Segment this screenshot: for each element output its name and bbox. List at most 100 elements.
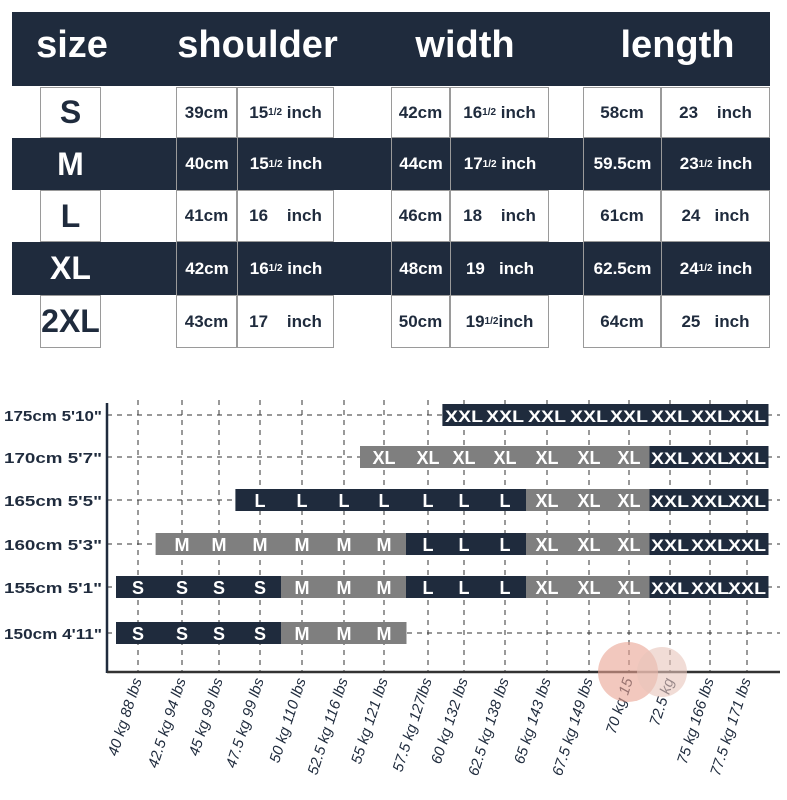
size-cell-l xyxy=(364,489,407,511)
unit: inch xyxy=(482,206,536,225)
size-label: XL xyxy=(617,491,640,511)
size-cell-m xyxy=(281,533,324,555)
cell-shoulder-cm: 43cm xyxy=(176,295,237,348)
weight-label: 45 kg 99 lbs xyxy=(186,676,227,759)
size-label: L xyxy=(255,491,266,511)
size-cell-xxl xyxy=(609,404,650,426)
size-label: S xyxy=(176,624,188,644)
cell-length-cm: 61cm xyxy=(583,190,661,242)
size-cell-xl xyxy=(360,446,407,468)
unit: inch xyxy=(282,154,323,173)
size-label: S xyxy=(254,624,266,644)
size-cell-xl xyxy=(406,446,447,468)
size-label: L xyxy=(500,535,511,555)
cell-shoulder-in: 16 inch xyxy=(237,190,334,242)
size-label: L xyxy=(423,535,434,555)
size-cell-xl xyxy=(568,446,610,468)
weight-label: 62.5 kg 138 lbs xyxy=(465,676,513,778)
cell-length-in: 24 1/2 inch xyxy=(661,242,770,295)
header-band xyxy=(12,12,770,86)
cell-shoulder-cm: 42cm xyxy=(176,242,237,295)
size-label: XL xyxy=(535,535,558,555)
size-cell-xl xyxy=(526,576,569,598)
size-cell-xxl xyxy=(568,404,610,426)
size-cell-xl xyxy=(609,446,650,468)
size-label: XXL xyxy=(728,407,766,426)
size-cell-l xyxy=(323,489,365,511)
unit: inch xyxy=(712,258,753,278)
size-cell-xl xyxy=(484,446,527,468)
size-label: L xyxy=(423,491,434,511)
size-cell-m xyxy=(239,533,282,555)
size-label: XL xyxy=(577,491,600,511)
size-label: M xyxy=(295,535,310,555)
size-cell-xl xyxy=(609,576,650,598)
size-cell-s xyxy=(116,576,161,598)
cell-value: 23 xyxy=(679,102,699,122)
unit: inch xyxy=(700,206,750,225)
size-cell-xxl xyxy=(728,446,769,468)
cell-value: 17 xyxy=(463,154,483,173)
size-cell-xxl xyxy=(728,533,769,555)
size-cell-s xyxy=(200,622,240,644)
cell-value: 15 xyxy=(249,102,269,122)
size-cell-l xyxy=(446,533,485,555)
size-cell-s xyxy=(160,622,201,644)
size-cell-xxl xyxy=(690,576,729,598)
size-label: M xyxy=(175,535,190,555)
cell-value: 59.5cm xyxy=(593,154,652,173)
cell-value: 42cm xyxy=(185,258,229,278)
cell-length-in: 23 1/2 inch xyxy=(661,138,770,190)
weight-label: 40 kg 88 lbs xyxy=(105,676,146,759)
cell-length-in: 23 inch xyxy=(661,87,770,138)
cell-length-cm: 59.5cm xyxy=(583,138,661,190)
size-cell-m xyxy=(155,533,201,555)
size-label: L xyxy=(459,491,470,511)
size-cell-xxl xyxy=(728,404,769,426)
unit: inch xyxy=(700,311,750,331)
size-cell-xxl xyxy=(649,446,691,468)
size-label: XXL xyxy=(691,492,729,511)
size-cell-xl xyxy=(568,576,610,598)
weight-label: 52.5 kg 116 lbs xyxy=(305,676,352,777)
size-cell-l xyxy=(446,489,485,511)
cell-value: 24 xyxy=(681,206,701,225)
size-cell-l xyxy=(406,576,447,598)
size-label: M xyxy=(377,535,392,555)
size-label: L xyxy=(459,535,470,555)
cell-shoulder-cm: 39cm xyxy=(176,87,237,138)
size-label: S xyxy=(213,578,225,598)
size-cell-xxl xyxy=(728,576,769,598)
size-label: XXL xyxy=(528,407,566,426)
height-label: 155cm 5'1" xyxy=(4,580,102,597)
cell-shoulder-in: 16 1/2 inch xyxy=(237,242,334,295)
size-cell-l xyxy=(484,489,527,511)
size-cell-xl xyxy=(609,489,650,511)
cell-size: XL xyxy=(40,242,101,295)
cell-width-cm: 44cm xyxy=(391,138,450,190)
fraction: 1/2 xyxy=(484,316,499,327)
unit: inch xyxy=(498,311,534,331)
cell-value: 46cm xyxy=(398,206,443,225)
size-label: L xyxy=(379,491,390,511)
cell-width-in: 19 inch xyxy=(450,242,549,295)
size-label: XL xyxy=(577,448,600,468)
size-label: M xyxy=(295,624,310,644)
cell-width-in: 16 1/2 inch xyxy=(450,87,549,138)
header-shoulder: shoulder xyxy=(177,24,338,66)
size-label: XXL xyxy=(691,579,729,598)
size-label: M xyxy=(253,535,268,555)
size-cell-l xyxy=(406,533,447,555)
size-label: XXL xyxy=(728,449,766,468)
weight-label: 67.5 kg 149 lbs xyxy=(549,676,597,778)
unit: inch xyxy=(496,154,537,173)
cell-value: 42cm xyxy=(398,102,443,122)
size-cell-xxl xyxy=(690,404,729,426)
cell-value: 23 xyxy=(679,154,699,173)
size-cell-xl xyxy=(568,489,610,511)
size-cell-s xyxy=(239,622,282,644)
size-cell-m xyxy=(364,533,407,555)
size-label: XL xyxy=(617,578,640,598)
size-label: XXL xyxy=(486,407,524,426)
size-label: XXL xyxy=(691,407,729,426)
